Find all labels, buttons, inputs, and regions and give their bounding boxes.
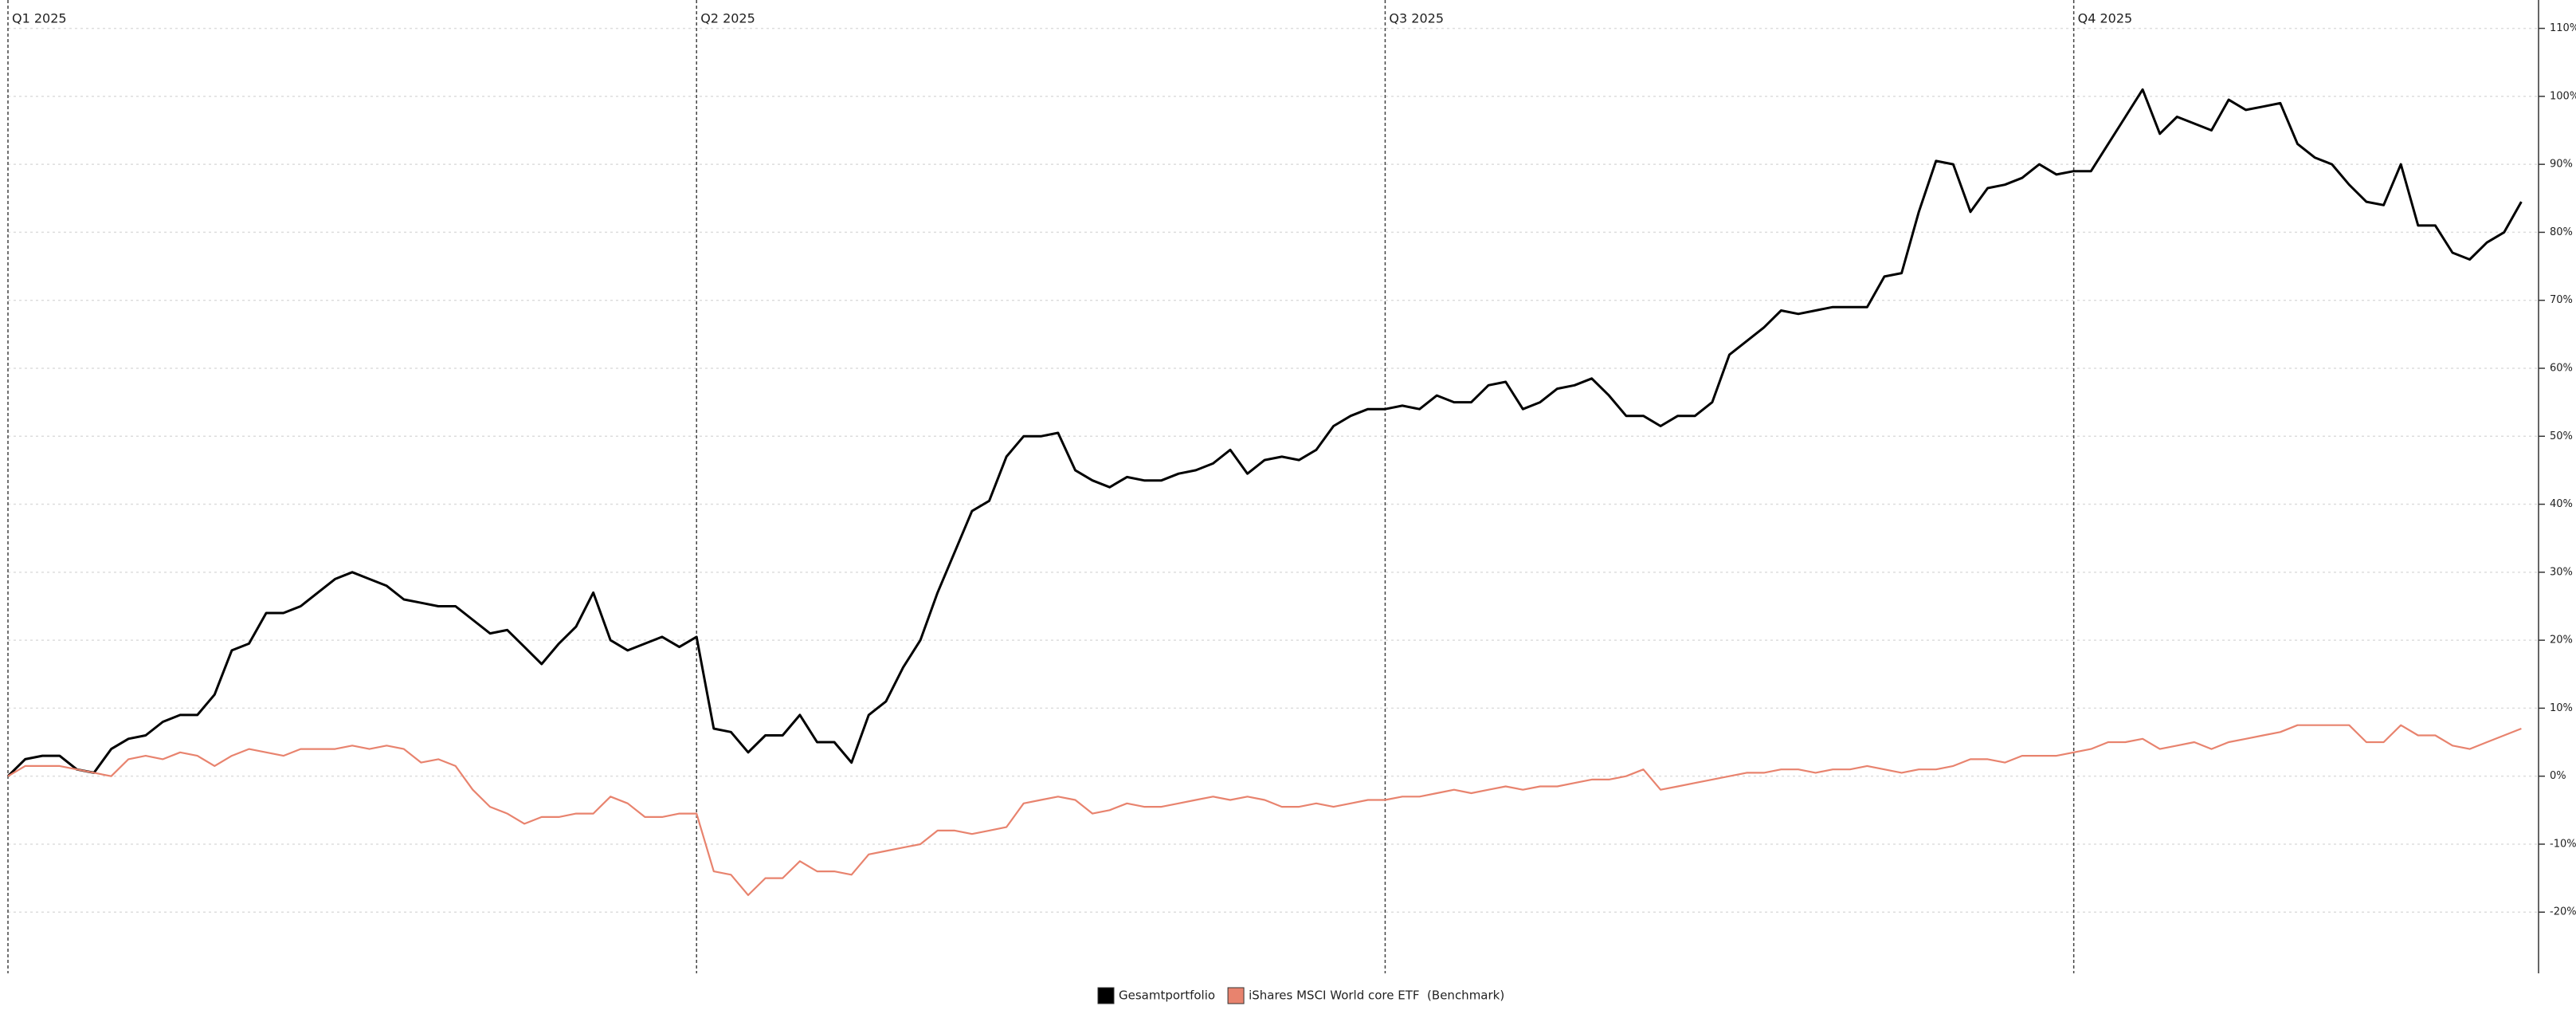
y-tick-label: 100% (2550, 90, 2576, 102)
legend-label: iShares MSCI World core ETF (Benchmark) (1249, 988, 1504, 1003)
legend-swatch (1097, 987, 1115, 1004)
quarter-label: Q4 2025 (2078, 11, 2133, 26)
series-line (7, 724, 2522, 896)
y-tick-label: 80% (2550, 226, 2573, 238)
y-tick-label: 20% (2550, 635, 2573, 646)
legend-label: Gesamtportfolio (1119, 988, 1215, 1003)
y-tick-label: 90% (2550, 159, 2573, 171)
y-tick-label: 110% (2550, 22, 2576, 34)
quarter-label: Q2 2025 (700, 11, 755, 26)
quarter-label: Q1 2025 (12, 11, 67, 26)
y-tick-label: 0% (2550, 770, 2566, 782)
y-tick-label: 70% (2550, 294, 2573, 306)
series-line (6, 88, 2523, 777)
y-tick-label: -20% (2550, 906, 2576, 918)
legend-swatch (1227, 987, 1245, 1004)
y-tick-label: 50% (2550, 430, 2573, 442)
quarter-label: Q3 2025 (1389, 11, 1444, 26)
y-tick-label: 30% (2550, 566, 2573, 578)
y-tick-label: 60% (2550, 362, 2573, 374)
y-tick-label: -10% (2550, 838, 2576, 850)
y-tick-label: 10% (2550, 702, 2573, 714)
y-tick-label: 40% (2550, 498, 2573, 510)
